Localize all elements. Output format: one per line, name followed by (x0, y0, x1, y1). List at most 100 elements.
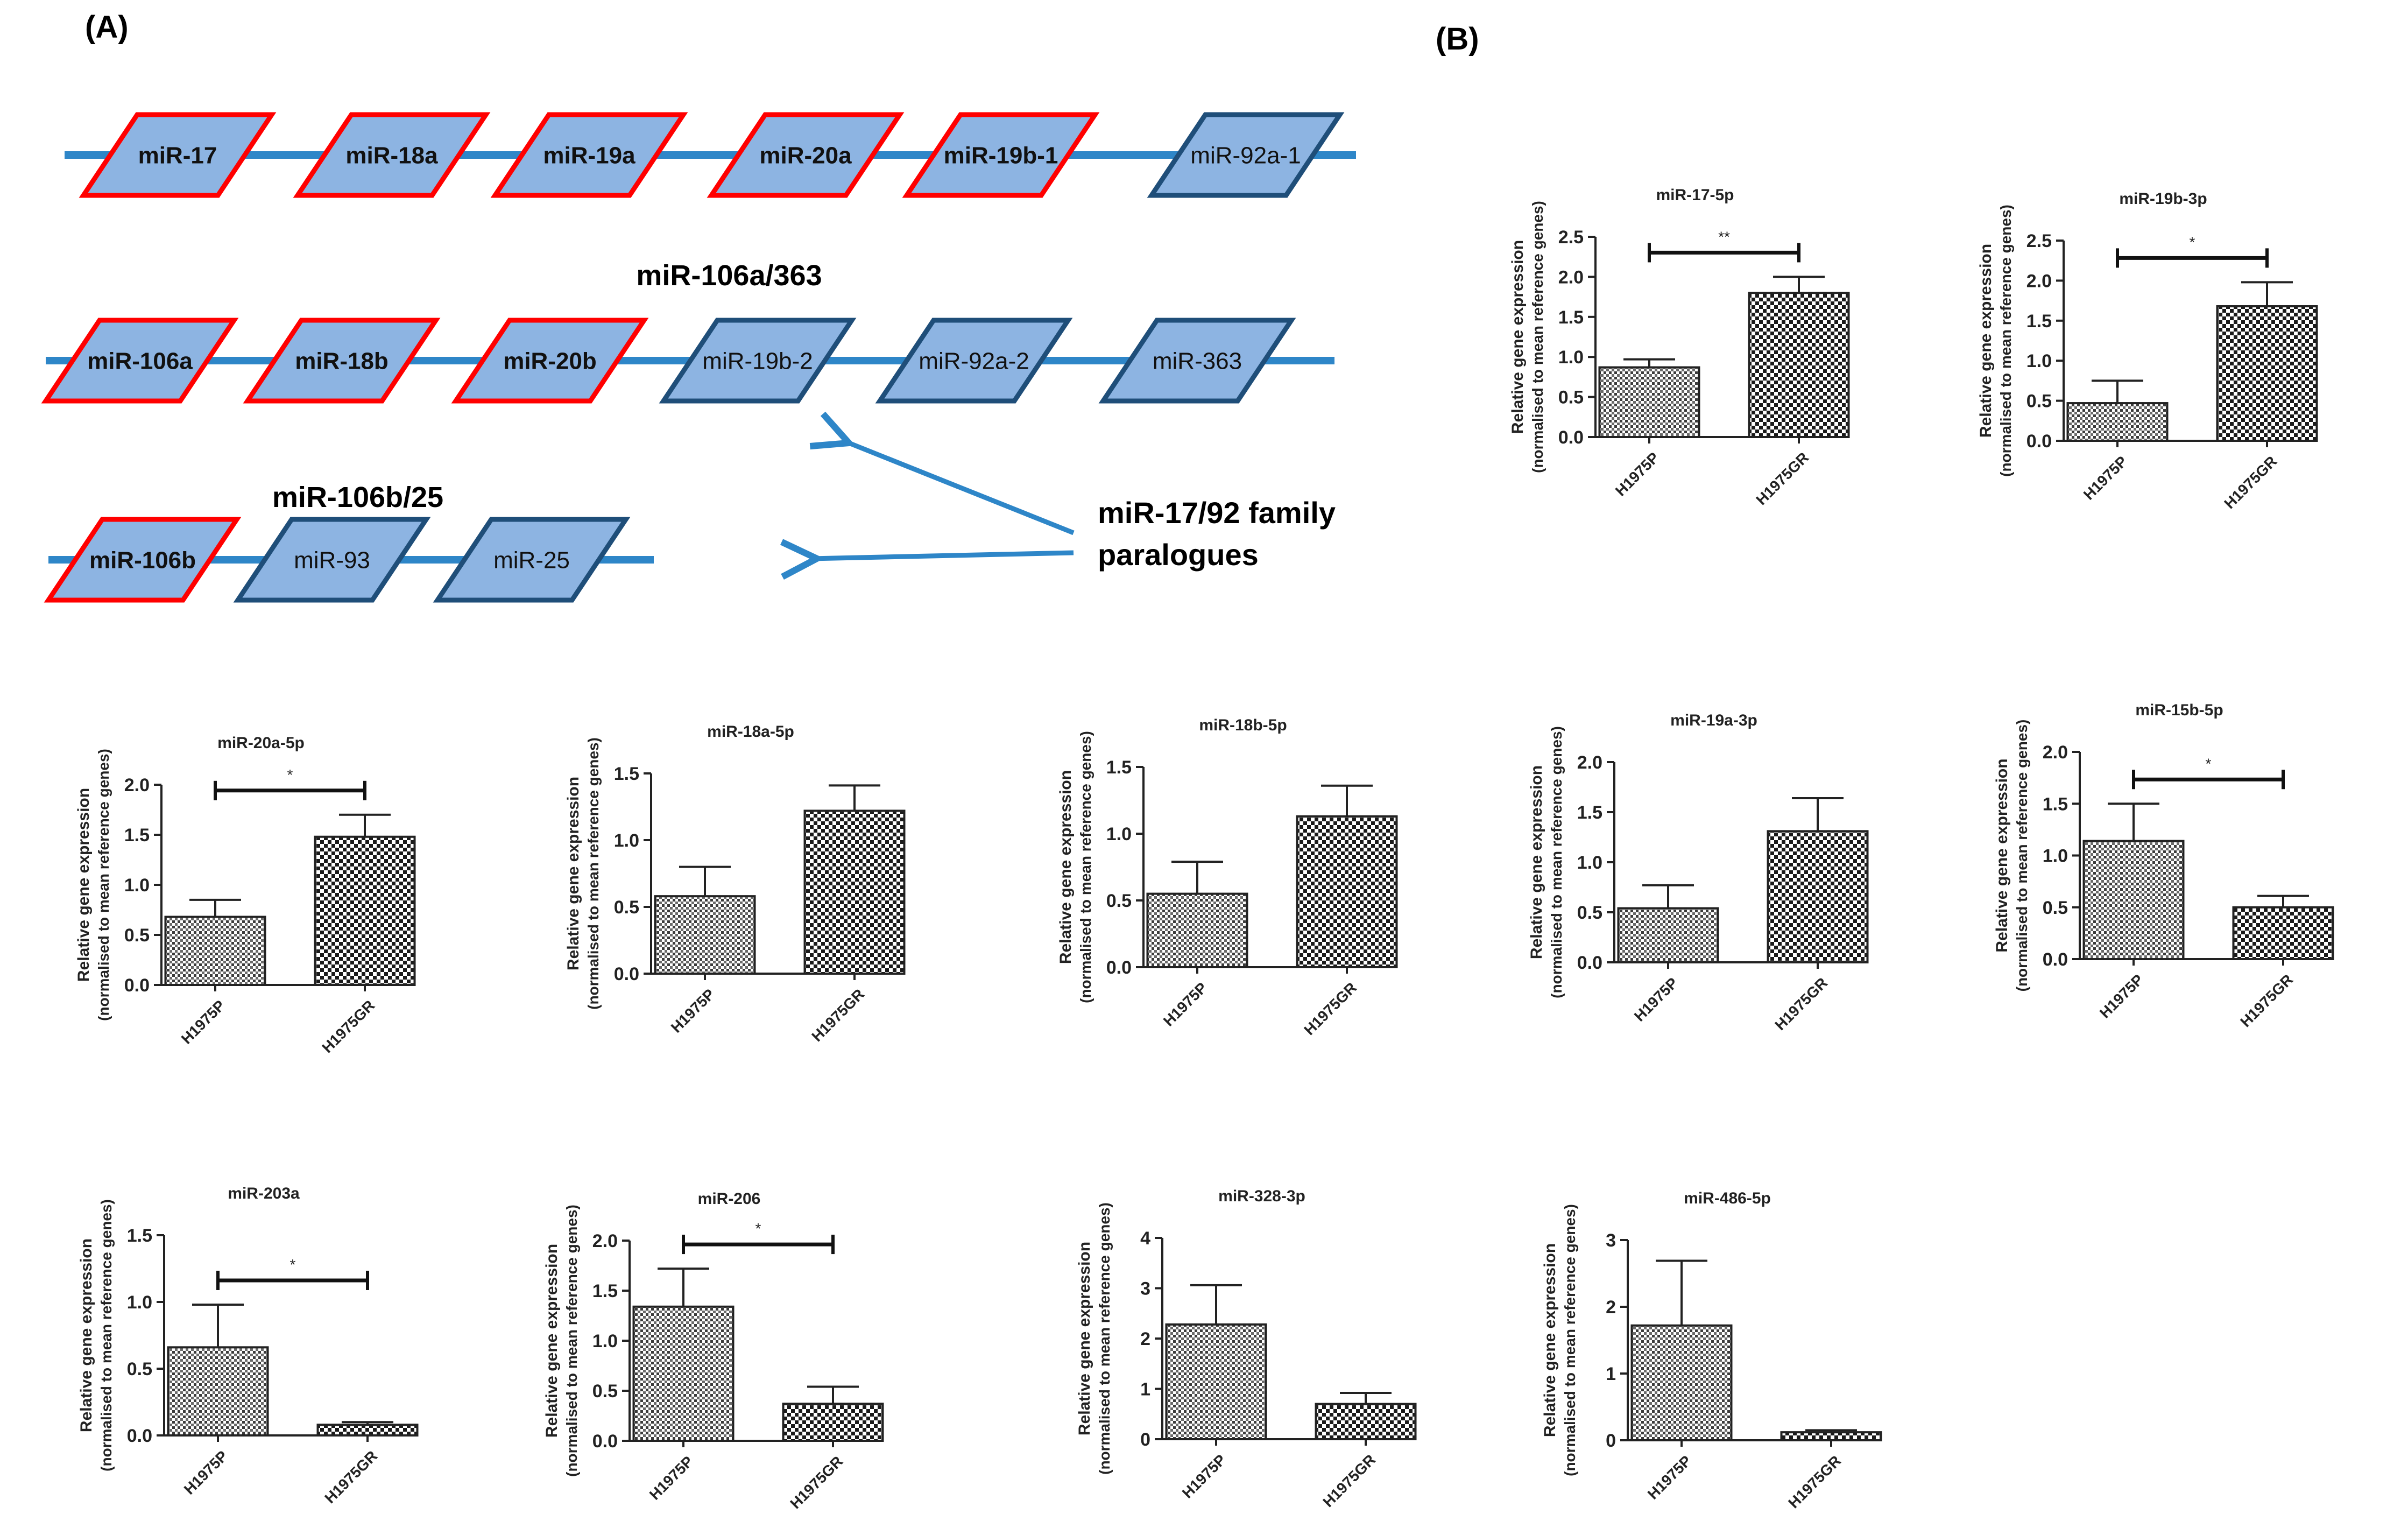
chart-title: miR-15b-5p (2135, 701, 2223, 719)
bar-H1975P (654, 895, 756, 975)
x-tick-label: H1975P (1612, 449, 1662, 499)
y-tick-label: 1.5 (127, 1226, 152, 1246)
y-tick-label: 0.0 (2026, 431, 2052, 452)
x-tick-label: H1975GR (808, 985, 867, 1045)
chart-title: miR-206 (698, 1190, 761, 1208)
bar-H1975GR (1748, 292, 1850, 438)
bar-H1975GR (782, 1403, 884, 1442)
y-tick-label: 0.0 (614, 964, 639, 984)
y-tick-label: 2.0 (2043, 742, 2068, 763)
y-tick-label: 1.0 (2026, 351, 2052, 371)
y-tick-label: 0.5 (1577, 903, 1602, 923)
bar-H1975P (2066, 402, 2169, 442)
y-tick-label: 1.0 (1106, 824, 1132, 844)
y-tick-label: 0.5 (124, 925, 150, 946)
y-axis-label-2: (normalised to mean reference genes) (585, 737, 602, 1010)
cluster-member-label: miR-92a-1 (1190, 143, 1301, 169)
bar-H1975P (1617, 907, 1719, 964)
cluster-member-miR-25: miR-25 (433, 517, 631, 603)
y-tick-label: 4 (1140, 1228, 1150, 1249)
chart-miR-328-3p: miR-328-3p 0 1 2 3 4 Relative gene expression(… (1076, 1187, 1417, 1510)
bar-H1975P (1598, 366, 1700, 438)
significance-marker: * (287, 766, 293, 783)
chart-title: miR-20a-5p (217, 734, 305, 752)
y-tick-label: 1.5 (2026, 311, 2052, 332)
y-tick-label: 2.5 (1558, 227, 1584, 248)
significance-marker: ** (1718, 228, 1730, 245)
x-tick-label: H1975GR (1753, 449, 1812, 508)
cluster-member-box (902, 112, 1100, 198)
bar-H1975P (1630, 1324, 1733, 1441)
y-tick-label: 1.5 (1577, 802, 1602, 823)
chart-miR-15b-5p: miR-15b-5p 0.0 0.5 1.0 1.5 2.0 Relative gene e… (1993, 701, 2334, 1030)
cluster-member-box (433, 517, 631, 603)
chart-title: miR-17-5p (1656, 186, 1734, 204)
x-tick-label: H1975P (1631, 974, 1681, 1024)
x-tick-label: H1975P (2080, 453, 2130, 503)
cluster-member-miR-20b: miR-20b (451, 318, 649, 404)
x-tick-label: H1975GR (787, 1453, 846, 1512)
y-tick-label: 1.0 (614, 830, 639, 851)
chart-title: miR-486-5p (1684, 1189, 1771, 1207)
cluster-member-label: miR-363 (1153, 348, 1242, 375)
cluster-member-label: miR-18b (295, 348, 389, 375)
cluster-member-box (490, 112, 688, 198)
chart-miR-203a: miR-203a 0.0 0.5 1.0 1.5 Relative gene expres… (77, 1185, 419, 1506)
cluster-member-box (1147, 112, 1345, 198)
bar-H1975GR (1767, 830, 1869, 963)
chart-miR-486-5p: miR-486-5p 0 1 2 3 Relative gene expression (n… (1541, 1189, 1882, 1511)
cluster-3-title: miR-106b/25 (272, 481, 443, 513)
y-axis-label: Relative gene expression (1057, 770, 1075, 964)
y-axis-label: Relative gene expression (1993, 758, 2011, 952)
cluster-member-miR-106a: miR-106a (41, 318, 239, 404)
cluster-member-box (243, 318, 441, 404)
cluster-member-box (79, 112, 277, 198)
y-tick-label: 1.0 (1558, 347, 1584, 368)
x-tick-label: H1975GR (319, 997, 378, 1056)
y-tick-label: 0.0 (127, 1426, 152, 1446)
cluster-member-label: miR-19b-1 (944, 143, 1058, 169)
chart-title: miR-203a (228, 1185, 300, 1202)
y-tick-label: 1.0 (2043, 846, 2068, 867)
chart-miR-20a-5p: miR-20a-5p 0.0 0.5 1.0 1.5 2.0 Relative gene e… (75, 734, 416, 1056)
y-axis-label: Relative gene expression (77, 1238, 95, 1432)
cluster-member-miR-92a-1: miR-92a-1 (1147, 112, 1345, 198)
chart-miR-19b-3p: miR-19b-3p 0.0 0.5 1.0 1.5 2.0 2.5 Relative gen… (1977, 190, 2318, 512)
y-tick-label: 0.0 (1106, 957, 1132, 978)
y-tick-label: 1.5 (1106, 757, 1132, 778)
y-tick-label: 1.5 (592, 1281, 618, 1301)
chart-title: miR-19a-3p (1670, 712, 1757, 729)
y-tick-label: 2 (1606, 1297, 1616, 1318)
significance-marker: * (290, 1256, 296, 1273)
cluster-member-box (875, 318, 1073, 404)
y-axis-label-2: (normalised to mean reference genes) (2014, 720, 2030, 992)
bar-H1975GR (316, 1424, 419, 1437)
cluster-member-label: miR-19a (543, 143, 635, 169)
significance-marker: * (2190, 234, 2195, 250)
x-tick-label: H1975P (1644, 1452, 1694, 1502)
y-tick-label: 1.5 (2043, 794, 2068, 814)
bar-H1975GR (2216, 305, 2318, 442)
y-axis-label-2: (normalised to mean reference genes) (1096, 1202, 1113, 1475)
cluster-member-label: miR-93 (294, 547, 370, 574)
y-tick-label: 0.0 (592, 1431, 618, 1452)
x-tick-label: H1975P (1160, 979, 1210, 1029)
bar-H1975GR (803, 809, 906, 975)
paralogue-note-line1: miR-17/92 family (1098, 496, 1336, 530)
x-tick-label: H1975P (668, 985, 718, 1036)
cluster-member-miR-20a: miR-20a (707, 112, 905, 198)
cluster-member-box (44, 517, 242, 603)
x-tick-label: H1975GR (321, 1447, 380, 1506)
y-tick-label: 2.0 (592, 1231, 618, 1251)
x-tick-label: H1975GR (2221, 453, 2280, 512)
cluster-member-miR-17: miR-17 (79, 112, 277, 198)
y-tick-label: 3 (1606, 1230, 1616, 1251)
y-axis-label-2: (normalised to mean reference genes) (1548, 726, 1565, 998)
cluster-member-label: miR-19b-2 (702, 348, 813, 375)
cluster-member-miR-19b-2: miR-19b-2 (659, 318, 857, 404)
cluster-member-label: miR-17 (138, 143, 217, 169)
y-axis-label-2: (normalised to mean reference genes) (563, 1205, 580, 1477)
chart-miR-19a-3p: miR-19a-3p 0.0 0.5 1.0 1.5 2.0 Relative gene e… (1528, 712, 1869, 1033)
cluster-member-box (41, 318, 239, 404)
y-tick-label: 2.0 (1577, 752, 1602, 773)
